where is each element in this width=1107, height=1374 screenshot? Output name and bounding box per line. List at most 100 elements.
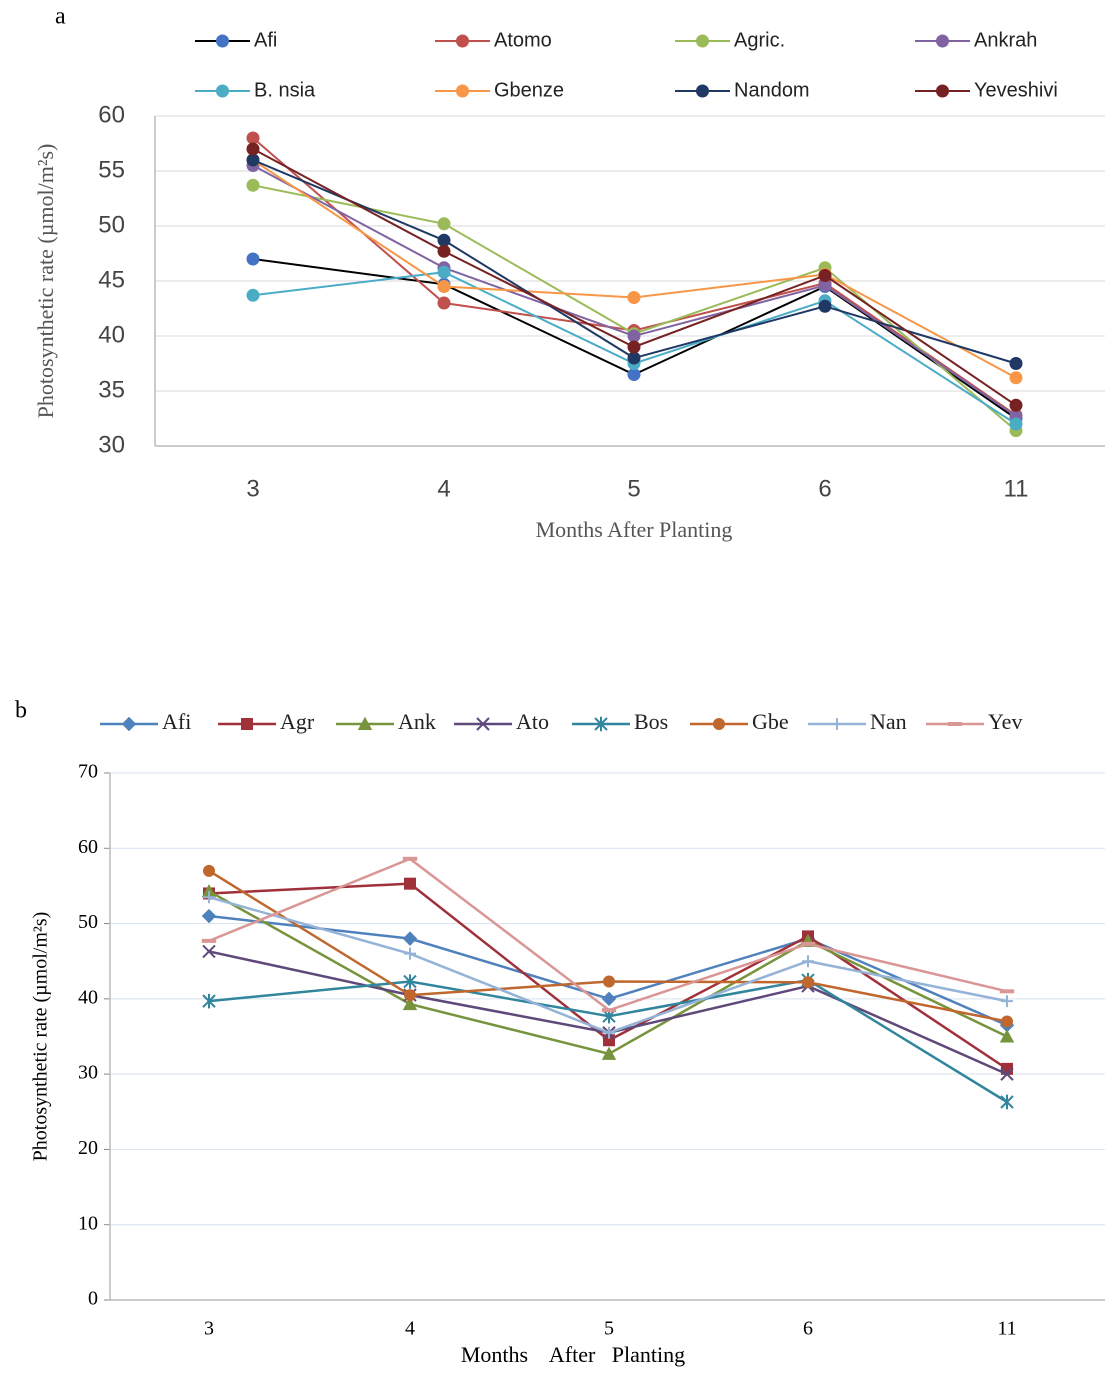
legend-label: Ankrah xyxy=(974,29,1037,51)
legend-label: Yeveshivi xyxy=(974,79,1058,101)
y-tick-label: 60 xyxy=(78,836,98,858)
y-axis-title: Photosynthetic rate (µmol/m²s) xyxy=(33,144,58,419)
data-point xyxy=(202,944,216,959)
legend-marker xyxy=(594,716,608,732)
legend-marker xyxy=(241,718,253,730)
data-point xyxy=(1009,398,1023,412)
legend-label: Gbenze xyxy=(494,79,564,101)
data-point xyxy=(1001,1015,1013,1028)
data-point xyxy=(603,975,615,988)
x-tick-label: 11 xyxy=(1004,475,1029,502)
data-point xyxy=(1009,417,1023,431)
data-point xyxy=(627,368,641,381)
data-point xyxy=(627,351,641,365)
legend-label: Atomo xyxy=(494,29,552,51)
y-tick-label: 60 xyxy=(98,101,125,128)
legend-marker xyxy=(456,34,469,48)
y-tick-label: 35 xyxy=(98,376,125,403)
data-point xyxy=(246,153,260,167)
legend-marker xyxy=(216,34,229,48)
x-tick-label: 4 xyxy=(437,475,450,502)
y-tick-label: 20 xyxy=(78,1137,98,1159)
panel-label: a xyxy=(55,4,66,30)
data-point xyxy=(802,955,814,968)
y-tick-label: 50 xyxy=(78,911,98,933)
y-axis-title: Photosynthetic rate (µmol/m²s) xyxy=(30,912,52,1162)
data-point xyxy=(404,989,416,1002)
legend-marker xyxy=(121,716,137,732)
data-point xyxy=(201,883,217,898)
legend-label: Yev xyxy=(988,709,1022,734)
data-point xyxy=(601,991,617,1007)
legend-label: Bos xyxy=(634,709,668,734)
legend-marker xyxy=(456,84,469,98)
data-point xyxy=(603,1026,615,1039)
legend-label: Agric. xyxy=(734,29,785,51)
data-point xyxy=(404,877,416,890)
legend-marker xyxy=(476,717,490,731)
x-tick-label: 6 xyxy=(818,475,831,502)
data-point xyxy=(437,244,451,258)
legend-marker xyxy=(713,718,725,730)
x-tick-label: 5 xyxy=(627,475,640,502)
data-point xyxy=(1000,1094,1014,1110)
data-point xyxy=(202,993,216,1009)
legend-marker xyxy=(936,84,949,98)
data-point xyxy=(246,131,260,145)
data-point xyxy=(437,280,451,293)
x-tick-label: 11 xyxy=(997,1318,1016,1340)
legend-label: B. nsia xyxy=(254,79,316,101)
data-point xyxy=(404,947,416,960)
data-point xyxy=(437,296,451,310)
data-point xyxy=(1009,357,1023,370)
x-tick-label: 5 xyxy=(604,1318,614,1340)
legend-label: Afi xyxy=(162,709,191,734)
legend-label: Nandom xyxy=(734,79,810,101)
data-point xyxy=(246,288,260,302)
data-point xyxy=(818,299,832,313)
legend-label: Ank xyxy=(398,709,436,734)
data-point xyxy=(1001,995,1013,1008)
data-point xyxy=(627,291,641,304)
y-tick-label: 30 xyxy=(98,431,125,458)
x-axis-title: Months After Planting xyxy=(536,517,733,542)
data-point xyxy=(437,265,451,279)
y-tick-label: 40 xyxy=(98,321,125,348)
legend-label: Ato xyxy=(516,709,549,734)
data-point xyxy=(402,931,418,946)
y-tick-label: 0 xyxy=(88,1288,98,1310)
data-point xyxy=(818,278,832,292)
data-point xyxy=(601,1046,617,1060)
series-line xyxy=(252,184,1017,432)
data-point xyxy=(246,142,260,156)
data-point xyxy=(627,340,641,354)
x-tick-label: 6 xyxy=(803,1318,813,1340)
data-point xyxy=(437,217,451,231)
legend-marker xyxy=(936,34,949,48)
data-point xyxy=(203,864,215,877)
y-tick-label: 30 xyxy=(78,1062,98,1084)
data-point xyxy=(1009,371,1023,385)
panel-label: b xyxy=(15,698,27,724)
data-point xyxy=(246,252,260,266)
legend-label: Agr xyxy=(280,709,315,734)
y-tick-label: 70 xyxy=(78,761,98,783)
data-point xyxy=(627,329,641,343)
data-point xyxy=(818,269,832,282)
y-tick-label: 40 xyxy=(78,986,98,1008)
data-point xyxy=(603,1034,615,1047)
y-tick-label: 50 xyxy=(98,211,125,238)
data-point xyxy=(1000,1067,1014,1081)
legend-marker xyxy=(696,34,709,48)
data-point xyxy=(246,178,260,192)
y-tick-label: 45 xyxy=(98,266,125,293)
data-point xyxy=(402,996,418,1011)
x-tick-label: 4 xyxy=(405,1318,415,1340)
legend-marker xyxy=(831,718,843,730)
legend-label: Nan xyxy=(870,709,907,734)
y-tick-label: 55 xyxy=(98,156,125,183)
data-point xyxy=(802,976,814,989)
x-axis-title: Months After Planting xyxy=(461,1342,685,1367)
y-tick-label: 10 xyxy=(78,1212,98,1234)
